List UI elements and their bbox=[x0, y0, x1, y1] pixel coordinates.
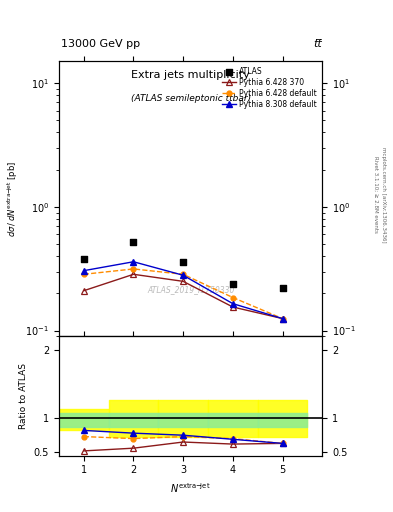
Text: mcplots.cern.ch [arXiv:1306.3436]: mcplots.cern.ch [arXiv:1306.3436] bbox=[381, 147, 386, 242]
Legend: ATLAS, Pythia 6.428 370, Pythia 6.428 default, Pythia 8.308 default: ATLAS, Pythia 6.428 370, Pythia 6.428 de… bbox=[221, 65, 318, 110]
ATLAS bbox=[130, 238, 137, 246]
ATLAS bbox=[230, 280, 236, 288]
Pythia 6.428 370 bbox=[81, 288, 86, 294]
Line: Pythia 8.308 default: Pythia 8.308 default bbox=[81, 259, 286, 322]
Pythia 6.428 370 bbox=[131, 271, 136, 278]
X-axis label: $N^{\rm extra\!\!-\!\!jet}$: $N^{\rm extra\!\!-\!\!jet}$ bbox=[170, 481, 211, 495]
Pythia 6.428 default bbox=[280, 315, 285, 322]
Text: 13000 GeV pp: 13000 GeV pp bbox=[61, 38, 140, 49]
Pythia 8.308 default bbox=[81, 268, 86, 274]
Pythia 8.308 default bbox=[280, 315, 285, 322]
Pythia 8.308 default bbox=[230, 301, 235, 307]
Pythia 6.428 370 bbox=[181, 278, 185, 284]
Line: Pythia 6.428 default: Pythia 6.428 default bbox=[81, 267, 285, 321]
ATLAS bbox=[279, 284, 286, 292]
Text: tt̅: tt̅ bbox=[314, 38, 322, 49]
Pythia 6.428 default bbox=[181, 271, 185, 278]
Text: (ATLAS semileptonic ttbar): (ATLAS semileptonic ttbar) bbox=[130, 94, 251, 103]
Pythia 6.428 370 bbox=[230, 304, 235, 310]
Pythia 8.308 default bbox=[181, 272, 185, 279]
ATLAS bbox=[180, 258, 186, 266]
Pythia 6.428 default bbox=[230, 294, 235, 301]
Text: Extra jets multiplicity: Extra jets multiplicity bbox=[131, 70, 250, 80]
Pythia 6.428 default bbox=[81, 271, 86, 278]
Y-axis label: Ratio to ATLAS: Ratio to ATLAS bbox=[19, 363, 28, 429]
Text: Rivet 3.1.10; ≥ 2.8M events: Rivet 3.1.10; ≥ 2.8M events bbox=[373, 156, 378, 233]
Pythia 6.428 370 bbox=[280, 315, 285, 322]
ATLAS bbox=[81, 255, 87, 263]
Y-axis label: $d\sigma\,/\,dN^{\rm extra\!\!-\!\!jet}$ [pb]: $d\sigma\,/\,dN^{\rm extra\!\!-\!\!jet}$… bbox=[6, 161, 20, 237]
Pythia 8.308 default bbox=[131, 259, 136, 265]
Line: Pythia 6.428 370: Pythia 6.428 370 bbox=[81, 271, 286, 322]
Text: ATLAS_2019_I1750330: ATLAS_2019_I1750330 bbox=[147, 285, 234, 294]
Pythia 6.428 default bbox=[131, 266, 136, 272]
